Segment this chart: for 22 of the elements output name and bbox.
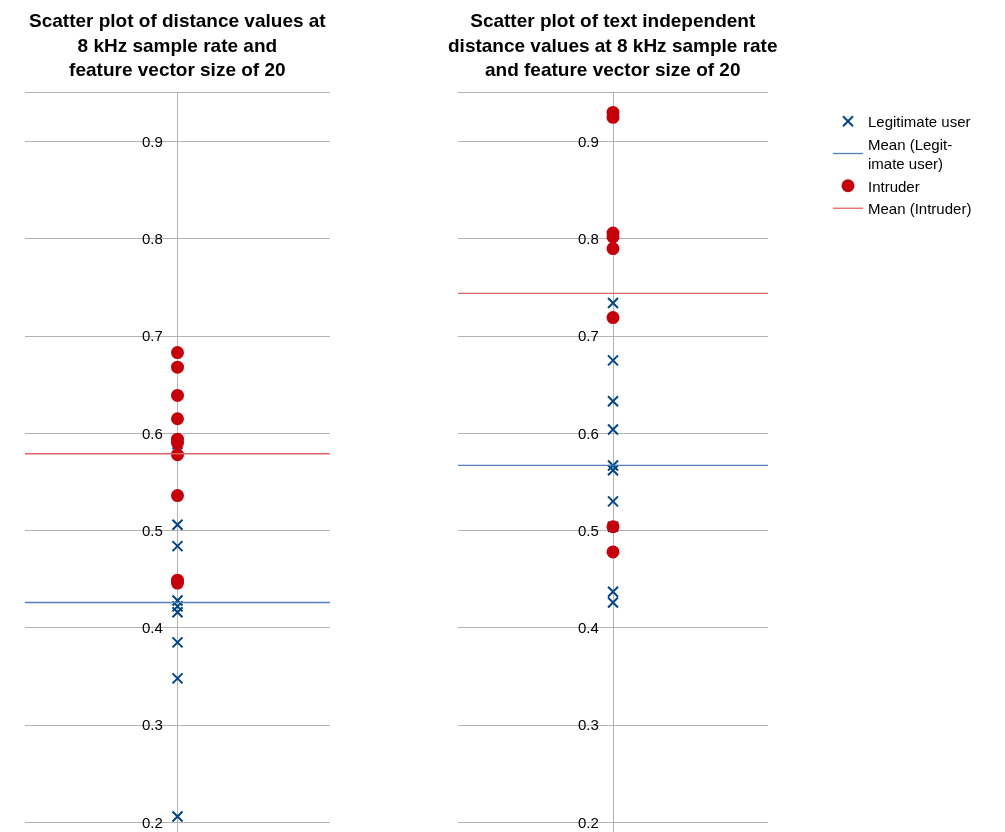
legend-label: Mean (Intruder)	[868, 200, 972, 218]
legend-label: Intruder	[868, 177, 920, 195]
y-tick-label: 0.6	[142, 424, 163, 442]
y-tick-label: 0.5	[578, 521, 599, 539]
y-tick-label: 0.8	[142, 230, 163, 248]
y-tick-label: 0.7	[142, 327, 163, 345]
y-tick-label: 0.9	[142, 132, 163, 150]
y-tick-label: 0.7	[578, 327, 599, 345]
y-tick-label: 0.4	[142, 619, 163, 637]
y-tick-label: 0.6	[578, 424, 599, 442]
y-tick-label: 0.4	[578, 619, 599, 637]
y-tick-label: 0.3	[578, 716, 599, 734]
chart-title: Scatter plot of distance values at 8 kHz sample rate and feature vector size of 20	[29, 10, 327, 81]
y-tick-label: 0.8	[578, 230, 599, 248]
legend-label: Mean (Legit- imate user)	[868, 135, 953, 173]
legend-label: Legitimate user	[868, 113, 971, 131]
y-tick-label: 0.3	[142, 716, 163, 734]
y-tick-label: 0.2	[142, 813, 163, 831]
chart-title: Scatter plot of text independent distance values at 8 kHz sample rate and feature vector size of 20	[448, 10, 778, 81]
y-tick-label: 0.5	[142, 521, 163, 539]
y-tick-label: 0.2	[578, 813, 599, 831]
y-tick-label: 0.9	[578, 132, 599, 150]
